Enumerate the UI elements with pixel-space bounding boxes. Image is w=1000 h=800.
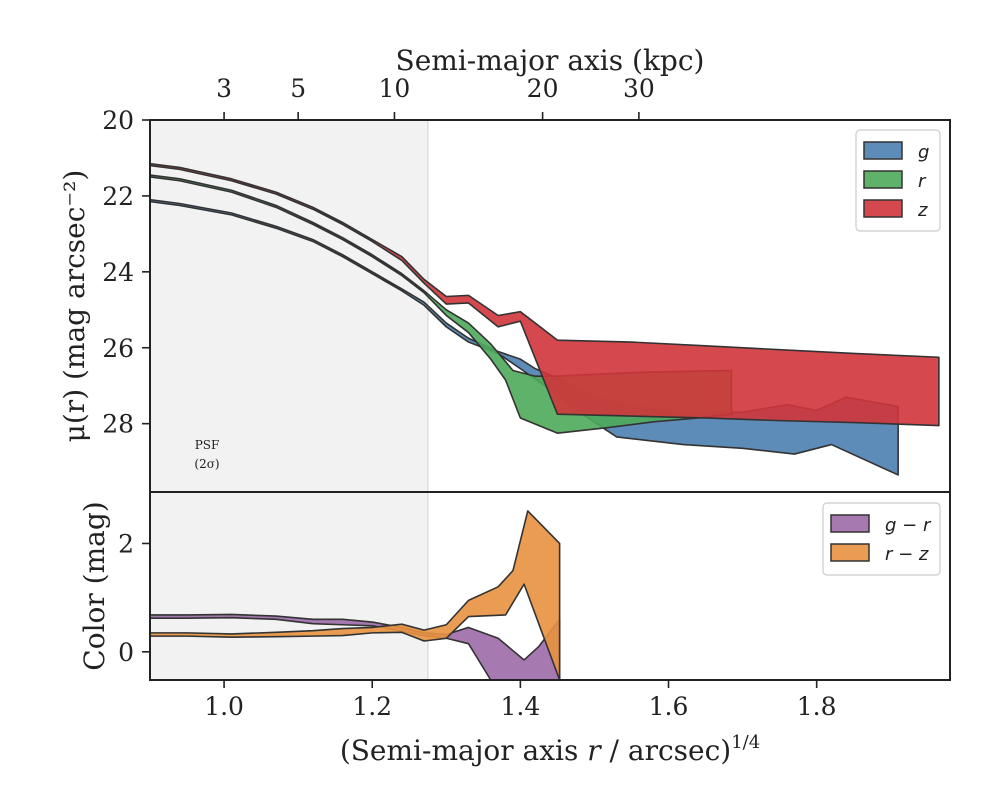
- top-legend-swatch-g: [863, 141, 903, 160]
- mu-tick-label-24: 24: [102, 258, 134, 287]
- top-panel-series: [149, 162, 940, 476]
- x-tick-label-1.6: 1.6: [649, 692, 689, 721]
- color-tick-label-0: 0: [118, 638, 134, 667]
- color-tick-label-2: 2: [118, 529, 134, 558]
- bottom-legend-label-g-r: g − r: [885, 515, 932, 536]
- top-legend-swatch-r: [863, 170, 903, 189]
- axis-ticks: 1.0 1.2 1.4 1.6 1.8 3 5 10 20 30 20 22 24 26 28 0 2: [102, 74, 836, 721]
- top-legend-swatch-z: [863, 199, 903, 218]
- bottom-legend-swatch-r-z: [830, 543, 870, 562]
- top-legend-label-r: r: [918, 171, 927, 192]
- bottom-legend-label-r-z: r − z: [885, 544, 929, 565]
- top-tick-label-30: 30: [623, 74, 655, 103]
- x-axis-label-main: (Semi-major axis: [340, 734, 587, 767]
- band-mu-z: [149, 162, 940, 427]
- x-tick-label-1.4: 1.4: [500, 692, 540, 721]
- x-axis-label-tail: / arcsec): [601, 734, 732, 767]
- mu-tick-label-28: 28: [102, 410, 134, 439]
- top-tick-label-3: 3: [216, 74, 232, 103]
- band-color-r-z: [150, 510, 561, 680]
- x-tick-label-1.8: 1.8: [797, 692, 837, 721]
- top-tick-label-10: 10: [379, 74, 411, 103]
- top-legend-label-z: z: [917, 200, 928, 221]
- psf-annotation-line2: (2σ): [194, 457, 219, 471]
- x-tick-label-1.0: 1.0: [204, 692, 244, 721]
- top-tick-label-5: 5: [290, 74, 306, 103]
- psf-shaded-region-bottom: [150, 492, 428, 680]
- bottom-panel-series: [150, 510, 561, 680]
- x-tick-label-1.2: 1.2: [352, 692, 392, 721]
- top-panel-y-label: μ(r) (mag arcsec⁻²): [58, 170, 91, 443]
- top-legend-label-g: g: [918, 142, 929, 163]
- psf-shaded-region-top: [150, 120, 428, 492]
- mu-tick-label-26: 26: [102, 334, 134, 363]
- top-tick-label-20: 20: [527, 74, 559, 103]
- mu-tick-label-22: 22: [102, 182, 134, 211]
- mu-tick-label-20: 20: [102, 106, 134, 135]
- top-legend: grz: [855, 129, 941, 232]
- bottom-legend: g − r r − z: [822, 502, 941, 576]
- x-axis-label: (Semi-major axis r / arcsec)1/4: [340, 732, 760, 767]
- top-axis-label: Semi-major axis (kpc): [396, 44, 705, 77]
- bottom-legend-swatch-g-r: [830, 514, 870, 533]
- x-axis-label-sup: 1/4: [731, 732, 760, 753]
- x-axis-label-var: r: [587, 734, 602, 767]
- bottom-panel-frame: [149, 491, 951, 681]
- psf-annotation-line1: PSF: [195, 438, 220, 452]
- bottom-panel-y-label: Color (mag): [78, 501, 111, 670]
